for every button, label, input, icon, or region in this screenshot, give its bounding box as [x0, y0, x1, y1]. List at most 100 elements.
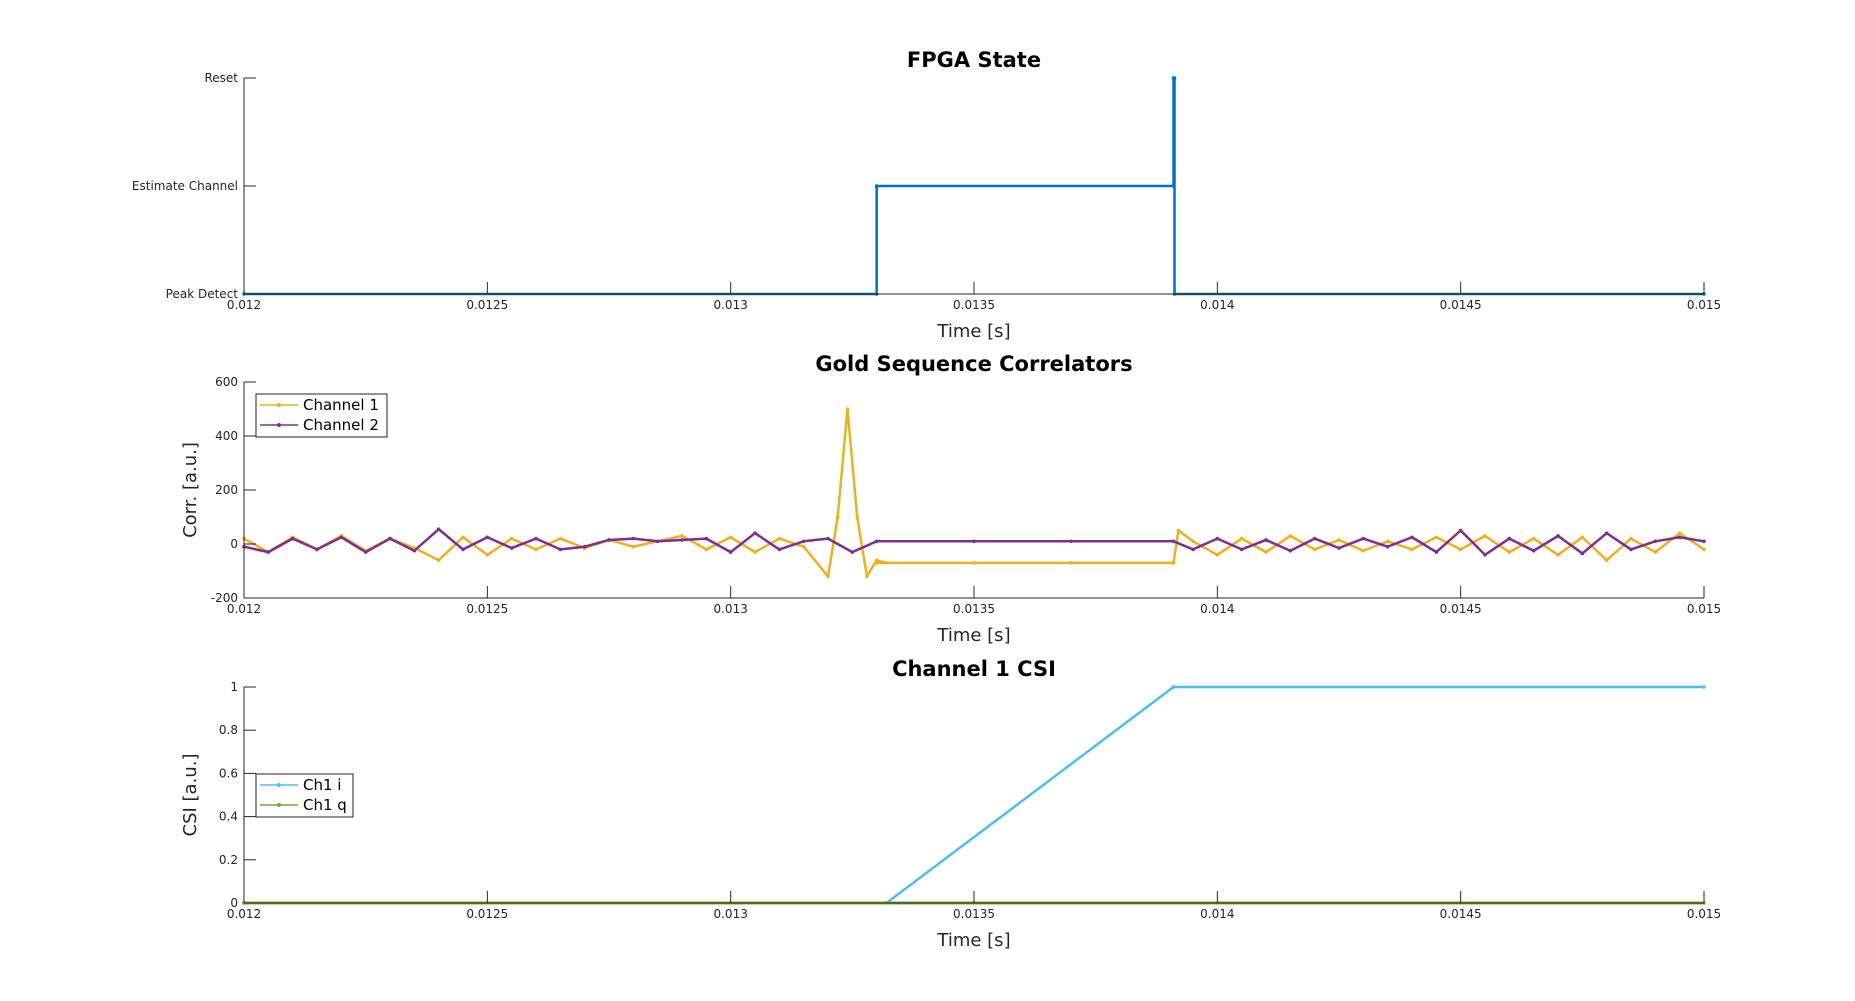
y-axis-label: Corr. [a.u.] [180, 442, 201, 538]
data-point [865, 574, 869, 579]
x-tick-label: 0.014 [1200, 602, 1234, 616]
data-point [363, 550, 368, 554]
legend-entry: Ch1 q [303, 796, 347, 814]
x-tick-label: 0.013 [713, 907, 747, 921]
data-point [1653, 539, 1658, 544]
data-point [1702, 685, 1706, 689]
data-point [1337, 538, 1341, 542]
data-point [874, 558, 879, 562]
data-point [1171, 184, 1176, 188]
x-axis-label: Time [s] [936, 625, 1010, 646]
data-point [1604, 531, 1609, 535]
data-point [884, 561, 889, 565]
data-point [290, 536, 295, 541]
data-point [558, 536, 563, 541]
data-point [1172, 76, 1177, 80]
x-tick-label: 0.0135 [953, 907, 995, 921]
x-tick-label: 0.015 [1687, 907, 1721, 921]
data-point [704, 547, 709, 552]
data-point [1410, 535, 1414, 540]
data-point [1264, 538, 1268, 542]
x-tick-label: 0.012 [227, 602, 261, 616]
legend-marker [277, 803, 281, 807]
data-point [1653, 550, 1658, 554]
x-tick-label: 0.014 [1200, 907, 1234, 921]
data-point [1176, 528, 1181, 533]
data-point [1580, 551, 1585, 556]
data-point [534, 547, 538, 552]
data-point [1507, 536, 1512, 541]
x-tick-label: 0.0145 [1440, 298, 1482, 312]
data-point [266, 550, 271, 554]
data-point [874, 561, 879, 565]
data-point [728, 535, 733, 540]
data-point [1531, 548, 1536, 553]
legend: Ch1 i Ch1 q [255, 773, 354, 818]
data-point [1677, 535, 1682, 540]
data-point [874, 184, 879, 188]
x-tick-label: 0.0125 [466, 602, 508, 616]
data-point [1312, 536, 1317, 541]
data-point [436, 527, 441, 531]
data-point [801, 544, 806, 549]
data-point [485, 553, 490, 557]
data-point [1361, 536, 1366, 541]
data-point [972, 561, 976, 565]
data-point [412, 548, 417, 553]
legend-box [255, 393, 388, 438]
data-point [509, 546, 514, 550]
data-point [1385, 539, 1390, 544]
y-tick-label: 600 [215, 375, 238, 389]
data-point [1239, 547, 1244, 552]
y-tick-label: -200 [211, 591, 238, 605]
data-point [1171, 685, 1176, 689]
data-point [728, 550, 733, 554]
x-tick-label: 0.013 [713, 298, 747, 312]
data-point [1604, 558, 1609, 562]
y-tick-label: 1 [230, 680, 238, 694]
data-point [704, 536, 709, 541]
data-point [339, 535, 344, 540]
data-point [1702, 539, 1706, 544]
x-tick-label: 0.0145 [1440, 602, 1482, 616]
data-point [1483, 534, 1487, 538]
data-point [1069, 539, 1074, 544]
data-point [850, 550, 855, 554]
y-tick-label: 400 [215, 429, 238, 443]
data-point [631, 544, 636, 549]
subplot-3: 0.012 0.0125 0.013 0.0135 0.014 0.0145 0.015 0 0… [180, 657, 1721, 951]
data-point [388, 536, 392, 541]
legend-box [255, 773, 354, 818]
x-tick-label: 0.012 [227, 907, 261, 921]
y-tick-label: Reset [204, 71, 238, 85]
plots: 0.012 0.0125 0.013 0.0135 0.014 0.0145 0.015 Pe… [132, 48, 1721, 951]
data-point [461, 547, 465, 552]
data-point [1288, 548, 1293, 553]
data-point [1458, 547, 1463, 552]
data-point [315, 547, 319, 552]
data-point [607, 538, 611, 542]
legend-entry: Channel 1 [303, 396, 379, 414]
data-point [582, 544, 587, 549]
chart-title: Gold Sequence Correlators [815, 352, 1132, 376]
y-tick-label: Estimate Channel [132, 179, 238, 193]
data-point [558, 547, 563, 552]
chart-title: FPGA State [907, 48, 1041, 72]
data-point [655, 539, 660, 544]
x-tick-label: 0.0125 [466, 907, 508, 921]
data-point [1556, 553, 1560, 557]
data-point [972, 539, 976, 544]
y-tick-label: 0.2 [219, 853, 238, 867]
x-tick-label: 0.015 [1687, 298, 1721, 312]
y-tick-label: Peak Detect [166, 287, 239, 301]
data-point [1458, 528, 1463, 533]
series-line-channel-1 [243, 407, 1705, 578]
data-point [1531, 536, 1536, 541]
series-line-1-1 [244, 76, 1704, 296]
y-tick-label: 200 [215, 483, 238, 497]
data-point [1410, 547, 1414, 552]
series-line-ch1-i [244, 685, 1704, 905]
data-point [1580, 535, 1585, 540]
legend-entry: Channel 2 [303, 416, 379, 434]
data-point [1239, 536, 1244, 541]
